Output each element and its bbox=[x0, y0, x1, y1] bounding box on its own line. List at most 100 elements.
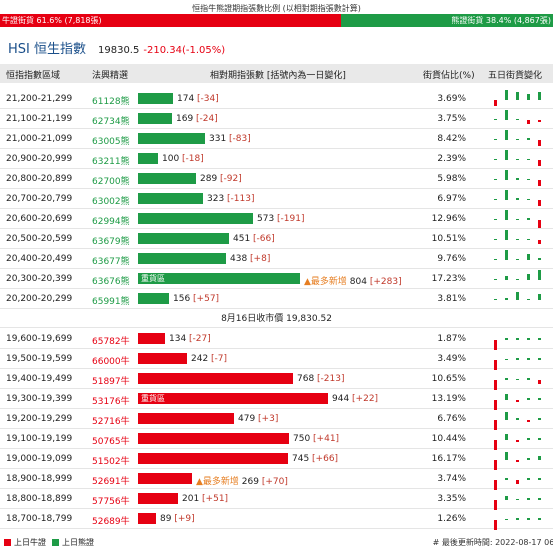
warrant-code-link[interactable]: 63677熊 bbox=[92, 257, 130, 267]
warrant-code-link[interactable]: 53176牛 bbox=[92, 397, 130, 407]
index-header: HSI 恒生指數 19830.5 -210.34(-1.05%) bbox=[8, 38, 226, 57]
warrant-code-link[interactable]: 52689牛 bbox=[92, 517, 130, 527]
table-row[interactable]: 20,500-20,599 63679熊 451 [-66] 10.51% bbox=[0, 229, 553, 249]
five-day-sparkline bbox=[486, 150, 548, 168]
table-row[interactable]: 19,200-19,299 52716牛 479 [+3] 6.76% bbox=[0, 409, 553, 430]
table-row[interactable]: 21,000-21,099 63005熊 331 [-83] 8.42% bbox=[0, 129, 553, 149]
warrant-code-link[interactable]: 63005熊 bbox=[92, 137, 130, 147]
spark-bar bbox=[494, 460, 497, 470]
footer: 上日牛證 上日熊證 # 最後更新時間: 2022-08-17 06: bbox=[0, 535, 553, 549]
table-row[interactable]: 19,000-19,099 51502牛 745 [+66] 16.17% bbox=[0, 449, 553, 470]
index-change: -210.34(-1.05%) bbox=[143, 45, 226, 56]
heavy-zone-label: 重貨區 bbox=[141, 394, 165, 403]
spark-bar bbox=[516, 379, 519, 380]
table-row[interactable]: 21,200-21,299 61128熊 174 [-34] 3.69% bbox=[0, 89, 553, 109]
spark-bar bbox=[494, 340, 497, 350]
spark-bar bbox=[516, 480, 519, 484]
warrant-code-link[interactable]: 51897牛 bbox=[92, 377, 130, 387]
range-cell: 19,000-19,099 bbox=[6, 454, 73, 464]
warrant-code-link[interactable]: 65782牛 bbox=[92, 337, 130, 347]
warrant-code-link[interactable]: 65991熊 bbox=[92, 297, 130, 307]
qty-change: [-113] bbox=[224, 194, 255, 204]
share-percent: 3.81% bbox=[437, 294, 466, 304]
table-row[interactable]: 21,100-21,199 62734熊 169 [-24] 3.75% bbox=[0, 109, 553, 129]
spark-bar bbox=[505, 378, 508, 380]
share-percent: 8.42% bbox=[437, 134, 466, 144]
warrant-code-link[interactable]: 52691牛 bbox=[92, 477, 130, 487]
qty-value: 169 [-24] bbox=[176, 114, 218, 124]
spark-bar bbox=[527, 338, 530, 340]
table-row[interactable]: 20,700-20,799 63002熊 323 [-113] 6.97% bbox=[0, 189, 553, 209]
spark-bar bbox=[538, 338, 541, 340]
qty-value: 944 [+22] bbox=[332, 394, 378, 404]
qty-number: 242 bbox=[191, 354, 209, 364]
share-percent: 3.35% bbox=[437, 494, 466, 504]
spark-bar bbox=[527, 398, 530, 400]
qty-number: 768 bbox=[297, 374, 315, 384]
warrant-code-link[interactable]: 63679熊 bbox=[92, 237, 130, 247]
qty-value: 479 [+3] bbox=[238, 414, 278, 424]
warrant-code-link[interactable]: 63002熊 bbox=[92, 197, 130, 207]
qty-value: ▲最多新增 804 [+283] bbox=[304, 274, 402, 287]
table-row[interactable]: 20,900-20,999 63211熊 100 [-18] 2.39% bbox=[0, 149, 553, 169]
table-row[interactable]: 20,400-20,499 63677熊 438 [+8] 9.76% bbox=[0, 249, 553, 269]
warrant-code-link[interactable]: 61128熊 bbox=[92, 97, 130, 107]
spark-bar bbox=[516, 338, 519, 340]
spark-bar bbox=[494, 279, 497, 280]
spark-bar bbox=[516, 119, 519, 120]
table-row[interactable]: 20,300-20,399 63676熊 重貨區 ▲最多新增 804 [+283] 17… bbox=[0, 269, 553, 289]
table-row[interactable]: 19,500-19,599 66000牛 242 [-7] 3.49% bbox=[0, 349, 553, 370]
spark-bar bbox=[494, 520, 497, 530]
spark-bar bbox=[505, 394, 508, 400]
qty-value: 156 [+57] bbox=[173, 294, 219, 304]
qty-bar bbox=[138, 93, 173, 104]
qty-bar bbox=[138, 433, 289, 444]
spark-bar bbox=[505, 230, 508, 240]
table-row[interactable]: 19,300-19,399 53176牛 重貨區 944 [+22] 13.19% bbox=[0, 389, 553, 410]
warrant-code-link[interactable]: 52716牛 bbox=[92, 417, 130, 427]
table-row[interactable]: 19,400-19,499 51897牛 768 [-213] 10.65% bbox=[0, 369, 553, 390]
qty-bar bbox=[138, 233, 229, 244]
warrant-code-link[interactable]: 62734熊 bbox=[92, 117, 130, 127]
warrant-code-link[interactable]: 57756牛 bbox=[92, 497, 130, 507]
five-day-sparkline bbox=[486, 290, 548, 308]
table-row[interactable]: 19,100-19,199 50765牛 750 [+41] 10.44% bbox=[0, 429, 553, 450]
share-percent: 3.75% bbox=[437, 114, 466, 124]
spark-bar bbox=[505, 359, 508, 360]
range-cell: 18,800-18,899 bbox=[6, 494, 73, 504]
warrant-code-link[interactable]: 63211熊 bbox=[92, 157, 130, 167]
spark-bar bbox=[527, 378, 530, 380]
warrant-code-link[interactable]: 51502牛 bbox=[92, 457, 130, 467]
spark-bar bbox=[494, 139, 497, 140]
spark-bar bbox=[527, 274, 530, 280]
table-row[interactable]: 18,800-18,899 57756牛 201 [+51] 3.35% bbox=[0, 489, 553, 510]
qty-bar bbox=[138, 193, 203, 204]
qty-value: 451 [-66] bbox=[233, 234, 275, 244]
table-row[interactable]: 18,900-18,999 52691牛 ▲最多新增 269 [+70] 3.74% bbox=[0, 469, 553, 490]
spark-bar bbox=[494, 440, 497, 450]
index-name[interactable]: HSI 恒生指數 bbox=[8, 42, 86, 57]
qty-change: [+283] bbox=[366, 277, 402, 287]
qty-bar bbox=[138, 413, 234, 424]
table-row[interactable]: 20,200-20,299 65991熊 156 [+57] 3.81% bbox=[0, 289, 553, 309]
qty-value: 242 [-7] bbox=[191, 354, 227, 364]
table-row[interactable]: 20,800-20,899 62700熊 289 [-92] 5.98% bbox=[0, 169, 553, 189]
warrant-code-link[interactable]: 66000牛 bbox=[92, 357, 130, 367]
five-day-sparkline bbox=[486, 170, 548, 188]
table-row[interactable]: 20,600-20,699 62994熊 573 [-191] 12.96% bbox=[0, 209, 553, 229]
warrant-code-link[interactable]: 50765牛 bbox=[92, 437, 130, 447]
warrant-code-link[interactable]: 63676熊 bbox=[92, 277, 130, 287]
table-row[interactable]: 19,600-19,699 65782牛 134 [-27] 1.87% bbox=[0, 329, 553, 350]
spark-bar bbox=[538, 478, 541, 480]
spark-bar bbox=[505, 496, 508, 500]
five-day-sparkline bbox=[486, 250, 548, 268]
share-percent: 5.98% bbox=[437, 174, 466, 184]
share-percent: 3.49% bbox=[437, 354, 466, 364]
col-code-header: 法興精選 bbox=[92, 71, 129, 81]
table-row[interactable]: 18,700-18,799 52689牛 89 [+9] 1.26% bbox=[0, 509, 553, 530]
col-pct-header: 街貨佔比(%) bbox=[423, 71, 475, 81]
warrant-code-link[interactable]: 62994熊 bbox=[92, 217, 130, 227]
range-cell: 21,100-21,199 bbox=[6, 114, 73, 124]
five-day-sparkline bbox=[486, 510, 548, 530]
warrant-code-link[interactable]: 62700熊 bbox=[92, 177, 130, 187]
